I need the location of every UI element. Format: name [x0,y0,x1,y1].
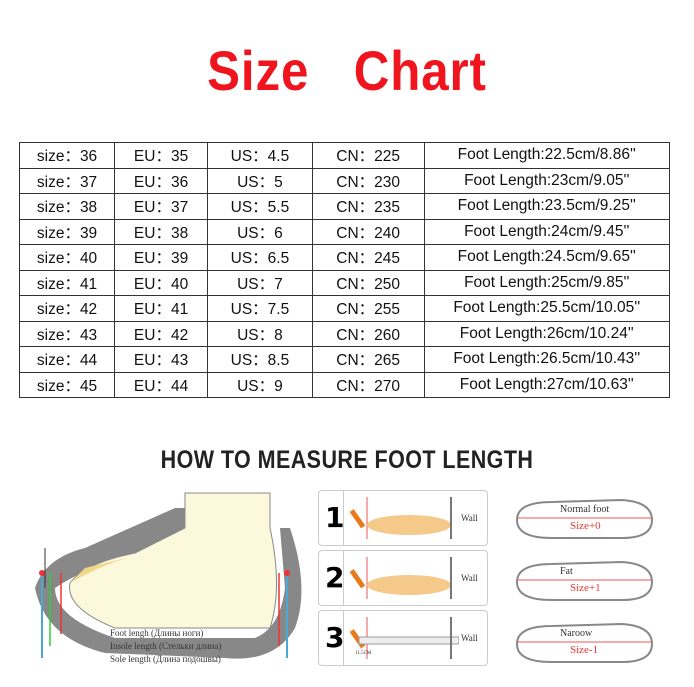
cn-cell: CN：235 [311,193,425,220]
step-panel: 1 Wall [318,490,488,546]
cn-cell: CN：255 [311,295,425,322]
foot-length-cell: Foot Length:24cm/9.45'' [423,218,671,245]
eu-cell: EU：42 [114,320,209,347]
us-cell: US：5 [207,167,313,194]
foot-length-cell: Foot Length:23cm/9.05'' [423,167,671,194]
foot-outline-icon [515,622,654,663]
cn-cell: CN：265 [311,346,425,373]
foot-measure-icon [349,497,452,539]
foot-type-item: Fat Size+1 [512,552,657,608]
measure-steps: 1 Wall 2 Wall 3 Wall 11.5CM [318,490,488,670]
table-row: size：42 EU：41 US：7.5 CN：255 Foot Length:25.5… [18,295,671,322]
us-cell: US：6 [207,218,313,245]
wall-label: Wall [461,513,478,523]
size-cell: size：40 [18,244,116,271]
size-cell: size：39 [18,218,116,245]
foot-outline-icon [515,560,654,601]
eu-cell: EU：37 [114,193,209,220]
foot-types: Normal foot Size+0 Fat Size+1 Naroow Siz… [512,490,657,670]
size-cell: size：37 [18,167,116,194]
us-cell: US：6.5 [207,244,313,271]
ruler-reading: 11.5CM [355,651,372,656]
step-number: 3 [325,621,345,654]
foot-length-cell: Foot Length:25cm/9.85'' [423,269,671,296]
foot-type-item: Normal foot Size+0 [512,490,657,546]
cn-cell: CN：225 [311,142,425,169]
eu-cell: EU：41 [114,295,209,322]
foot-length-label: Foot lengh (Длины ноги) [110,628,204,638]
us-cell: US：7.5 [207,295,313,322]
eu-cell: EU：43 [114,346,209,373]
us-cell: US：8 [207,320,313,347]
us-cell: US：4.5 [207,142,313,169]
sole-length-label: Sole length (Длина подошвы) [110,654,221,664]
step-number: 2 [325,561,345,594]
foot-type-name: Normal foot [560,504,610,515]
foot-measure-icon [349,617,459,659]
foot-length-cell: Foot Length:25.5cm/10.05'' [423,295,671,322]
foot-length-cell: Foot Length:23.5cm/9.25'' [423,193,671,220]
insole-length-label: Insole length (Стельки длина) [110,641,222,651]
step-panel: 2 Wall [318,550,488,606]
wall-label: Wall [461,633,478,643]
foot-type-name: Fat [560,566,573,577]
foot-outline-icon [515,498,654,539]
table-row: size：44 EU：43 US：8.5 CN：265 Foot Length:26.5… [18,346,671,373]
foot-measure-icon [349,557,452,599]
size-cell: size：45 [18,371,116,398]
table-row: size：41 EU：40 US：7 CN：250 Foot Length:25cm/9… [18,269,671,296]
table-row: size：39 EU：38 US：6 CN：240 Foot Length:24cm/9… [18,218,671,245]
foot-type-name: Naroow [560,628,593,639]
cn-cell: CN：240 [311,218,425,245]
us-cell: US：9 [207,371,313,398]
measure-heading: HOW TO MEASURE FOOT LENGTH [160,446,534,474]
shoe-diagram: Foot lengh (Длины ноги) Insole length (С… [25,488,305,668]
size-cell: size：36 [18,142,116,169]
foot-length-cell: Foot Length:26cm/10.24'' [423,320,671,347]
foot-length-cell: Foot Length:24.5cm/9.65'' [423,244,671,271]
us-cell: US：5.5 [207,193,313,220]
foot-type-size: Size+0 [570,520,601,532]
size-cell: size：41 [18,269,116,296]
cn-cell: CN：250 [311,269,425,296]
cn-cell: CN：270 [311,371,425,398]
foot-type-size: Size+1 [570,582,601,594]
table-row: size：38 EU：37 US：5.5 CN：235 Foot Length:23.5… [18,193,671,220]
eu-cell: EU：38 [114,218,209,245]
table-row: size：43 EU：42 US：8 CN：260 Foot Length:26cm/1… [18,320,671,347]
foot-length-cell: Foot Length:27cm/10.63'' [423,371,671,398]
step-number: 1 [325,501,345,534]
size-cell: size：44 [18,346,116,373]
size-cell: size：43 [18,320,116,347]
eu-cell: EU：35 [114,142,209,169]
table-row: size：37 EU：36 US：5 CN：230 Foot Length:23cm/9… [18,167,671,194]
foot-length-cell: Foot Length:22.5cm/8.86'' [423,142,671,169]
cn-cell: CN：230 [311,167,425,194]
foot-length-cell: Foot Length:26.5cm/10.43'' [423,346,671,373]
wall-label: Wall [461,573,478,583]
cn-cell: CN：245 [311,244,425,271]
cn-cell: CN：260 [311,320,425,347]
page-title: Size Chart [207,39,487,102]
size-cell: size：38 [18,193,116,220]
eu-cell: EU：39 [114,244,209,271]
size-table: size：36 EU：35 US：4.5 CN：225 Foot Length:22.5… [18,142,671,398]
eu-cell: EU：40 [114,269,209,296]
foot-type-size: Size-1 [570,644,599,656]
table-row: size：40 EU：39 US：6.5 CN：245 Foot Length:24.5… [18,244,671,271]
table-row: size：45 EU：44 US：9 CN：270 Foot Length:27cm/1… [18,371,671,398]
size-cell: size：42 [18,295,116,322]
foot-type-item: Naroow Size-1 [512,614,657,670]
eu-cell: EU：36 [114,167,209,194]
us-cell: US：8.5 [207,346,313,373]
shoe-illustration [35,492,302,659]
table-row: size：36 EU：35 US：4.5 CN：225 Foot Length:22.5… [18,142,671,169]
eu-cell: EU：44 [114,371,209,398]
us-cell: US：7 [207,269,313,296]
step-panel: 3 Wall 11.5CM [318,610,488,666]
